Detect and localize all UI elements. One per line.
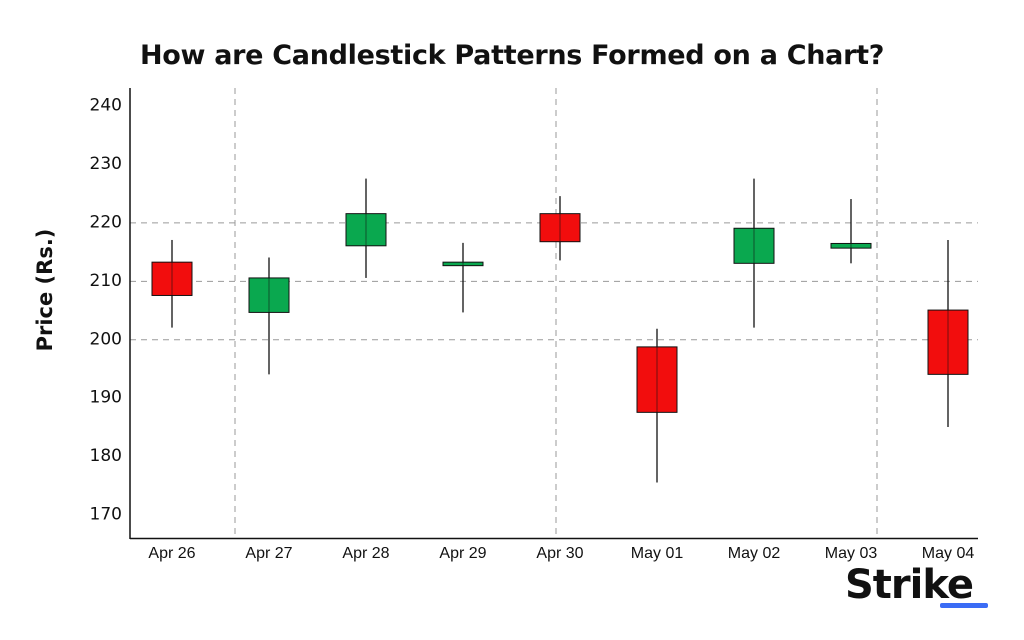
- axis-layer: [129, 88, 978, 540]
- y-tick-label: 240: [90, 96, 122, 116]
- x-tick-label: May 03: [825, 545, 878, 562]
- brand-logo: Strike: [845, 562, 974, 608]
- candle: [636, 328, 678, 483]
- candle: [733, 178, 775, 328]
- candle: [830, 199, 872, 264]
- candle: [345, 178, 387, 278]
- x-tick-label: Apr 30: [536, 545, 583, 562]
- y-tick-label: 170: [90, 505, 122, 525]
- x-tick-label: Apr 26: [148, 545, 195, 562]
- x-tick-label: Apr 28: [342, 545, 389, 562]
- x-tick-label: May 02: [728, 545, 781, 562]
- candle-layer: [151, 178, 969, 483]
- candle: [151, 239, 193, 328]
- brand-logo-underline: [940, 603, 988, 608]
- y-tick-label: 200: [90, 329, 122, 349]
- candle: [442, 242, 484, 313]
- x-tick-label: Apr 29: [439, 545, 486, 562]
- chart-title: How are Candlestick Patterns Formed on a…: [139, 40, 885, 71]
- y-tick-label: 180: [90, 446, 122, 466]
- x-tick-label: May 04: [922, 545, 975, 562]
- candle: [248, 257, 290, 375]
- x-tick-label: May 01: [631, 545, 684, 562]
- y-tick-label: 230: [90, 154, 122, 174]
- y-tick-label: 190: [90, 388, 122, 408]
- grid-layer: [130, 88, 978, 538]
- y-tick-label: 210: [90, 271, 122, 291]
- y-tick-label: 220: [90, 212, 122, 232]
- candle: [539, 196, 581, 261]
- candle: [927, 239, 969, 427]
- tick-layer: 170 180 190 200 210 220 230 240 Apr 26 Apr 27 Apr …: [90, 96, 975, 562]
- y-axis-label: Price (Rs.): [33, 229, 57, 352]
- x-tick-label: Apr 27: [245, 545, 292, 562]
